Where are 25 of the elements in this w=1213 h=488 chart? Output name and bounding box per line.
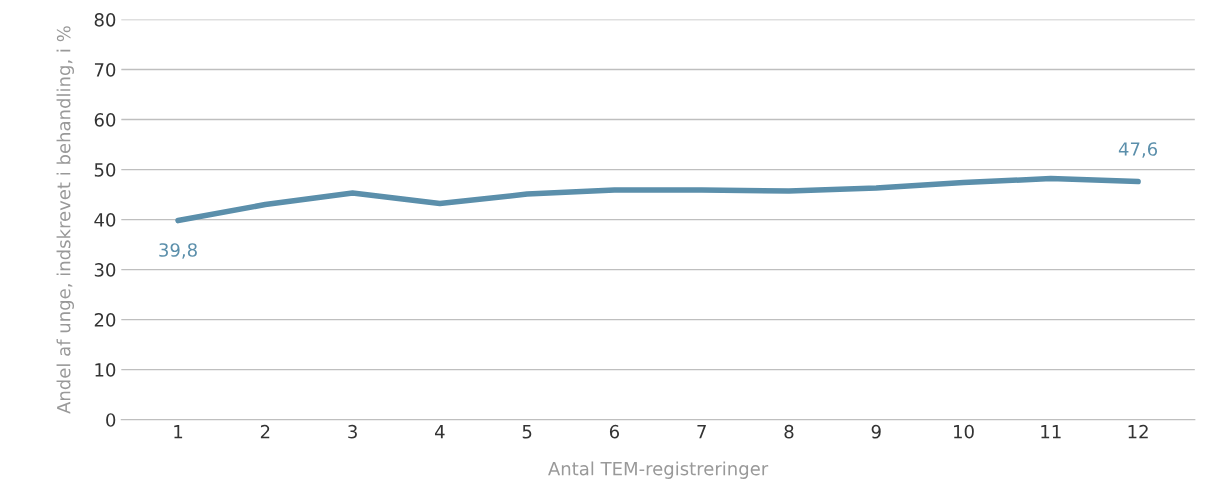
x-tick-label: 1 bbox=[174, 425, 183, 439]
x-tick-label: 5 bbox=[522, 425, 532, 439]
data-label: 47,6 bbox=[1118, 142, 1158, 158]
y-tick-label: 0 bbox=[106, 413, 116, 427]
y-tick-label: 10 bbox=[95, 363, 116, 377]
x-tick-label: 4 bbox=[435, 425, 445, 439]
x-tick-label: 6 bbox=[609, 424, 620, 439]
y-axis-title: Andel af unge, indskrevet i behandling, i % bbox=[56, 26, 75, 414]
y-tick-label: 60 bbox=[94, 113, 116, 127]
x-tick-label: 9 bbox=[871, 424, 881, 439]
data-label: 39,8 bbox=[159, 243, 197, 259]
x-tick-label: 3 bbox=[348, 424, 357, 439]
x-tick-label: 10 bbox=[954, 424, 974, 439]
x-axis-title: Antal TEM-registreringer bbox=[548, 461, 769, 479]
x-tick-label: 2 bbox=[260, 424, 270, 439]
y-tick-label: 30 bbox=[94, 263, 116, 277]
y-tick-label: 70 bbox=[94, 63, 116, 77]
y-tick-label: 20 bbox=[94, 313, 116, 327]
x-tick-label: 8 bbox=[784, 424, 794, 439]
x-tick-label: 7 bbox=[697, 425, 706, 439]
x-tick-label: 11 bbox=[1041, 425, 1061, 439]
y-tick-label: 40 bbox=[94, 213, 116, 227]
y-tick-label: 80 bbox=[94, 12, 116, 27]
y-tick-label: 50 bbox=[94, 163, 116, 177]
x-tick-label: 12 bbox=[1128, 424, 1148, 439]
